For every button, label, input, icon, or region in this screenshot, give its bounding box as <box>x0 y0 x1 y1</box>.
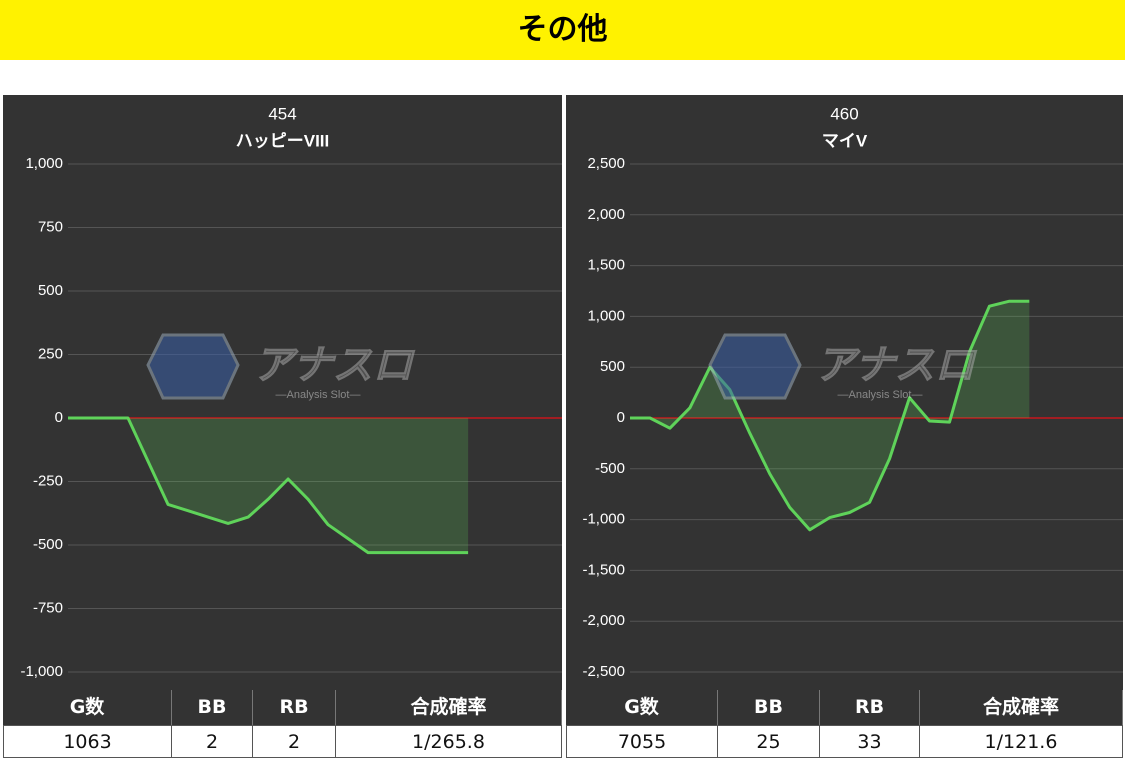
watermark-icon <box>146 333 240 400</box>
y-tick-label: 2,000 <box>587 206 625 223</box>
stats-table: G数 BB RB 合成確率 7055 25 33 1/121.6 <box>566 690 1123 758</box>
line <box>630 299 1030 532</box>
y-tick-label: -1,500 <box>582 561 625 578</box>
stats-table: G数 BB RB 合成確率 1063 2 2 1/265.8 <box>3 690 562 758</box>
area <box>630 301 1030 530</box>
y-tick-label: -1,000 <box>20 663 63 680</box>
chart-title: 460 <box>830 104 858 123</box>
table-cell: 2 <box>172 725 253 758</box>
table-header-cell: G数 <box>566 690 718 725</box>
banner-title: その他 <box>0 0 1125 60</box>
y-tick-label: 2,500 <box>587 155 625 172</box>
watermark-tagline: —Analysis Slot— <box>276 389 361 401</box>
chart-title: 454 <box>268 104 296 123</box>
watermark-tagline: —Analysis Slot— <box>838 389 923 401</box>
table-header-cell: RB <box>820 690 920 725</box>
y-tick-label: 750 <box>38 218 63 235</box>
table-header-cell: 合成確率 <box>920 690 1123 725</box>
y-tick-label: -500 <box>595 460 625 477</box>
y-tick-label: 0 <box>617 409 625 426</box>
table-cell: 1/121.6 <box>920 725 1123 758</box>
y-tick-label: -250 <box>33 472 63 489</box>
y-tick-label: 500 <box>600 358 625 375</box>
table-cell: 25 <box>718 725 820 758</box>
table-header-cell: BB <box>172 690 253 725</box>
table-cell: 1/265.8 <box>336 725 562 758</box>
y-tick-label: 1,000 <box>587 307 625 324</box>
y-tick-label: 0 <box>55 409 63 426</box>
chart-subtitle: ハッピーVIII <box>236 131 330 150</box>
watermark-logo: アナスロ <box>253 344 415 388</box>
line <box>68 416 469 555</box>
y-tick-label: 1,500 <box>587 257 625 274</box>
table-cell: 2 <box>253 725 336 758</box>
y-tick-label: -2,500 <box>582 663 625 680</box>
y-tick-label: -2,000 <box>582 612 625 629</box>
table-cell: 7055 <box>566 725 718 758</box>
chart-panel <box>3 95 562 690</box>
table-cell: 33 <box>820 725 920 758</box>
table-header-cell: RB <box>253 690 336 725</box>
table-cell: 1063 <box>3 725 172 758</box>
watermark: アナスロ—Analysis Slot— <box>708 333 978 401</box>
chart-panel <box>566 95 1123 690</box>
y-tick-label: -750 <box>33 599 63 616</box>
area <box>68 418 469 553</box>
table-header-cell: 合成確率 <box>336 690 562 725</box>
chart-subtitle: マイV <box>822 131 868 150</box>
y-tick-label: -500 <box>33 536 63 553</box>
table-header-cell: G数 <box>3 690 172 725</box>
y-tick-label: 1,000 <box>25 155 63 172</box>
y-tick-label: 500 <box>38 282 63 299</box>
watermark-logo: アナスロ <box>815 344 977 388</box>
charts: 454 ハッピーVIII -1,000 -750 -500 -250 0 250 500 750 1… <box>3 95 1123 690</box>
watermark: アナスロ—Analysis Slot— <box>146 333 416 401</box>
watermark-icon <box>708 333 802 400</box>
table-header-cell: BB <box>718 690 820 725</box>
y-tick-label: 250 <box>38 345 63 362</box>
y-tick-label: -1,000 <box>582 511 625 528</box>
